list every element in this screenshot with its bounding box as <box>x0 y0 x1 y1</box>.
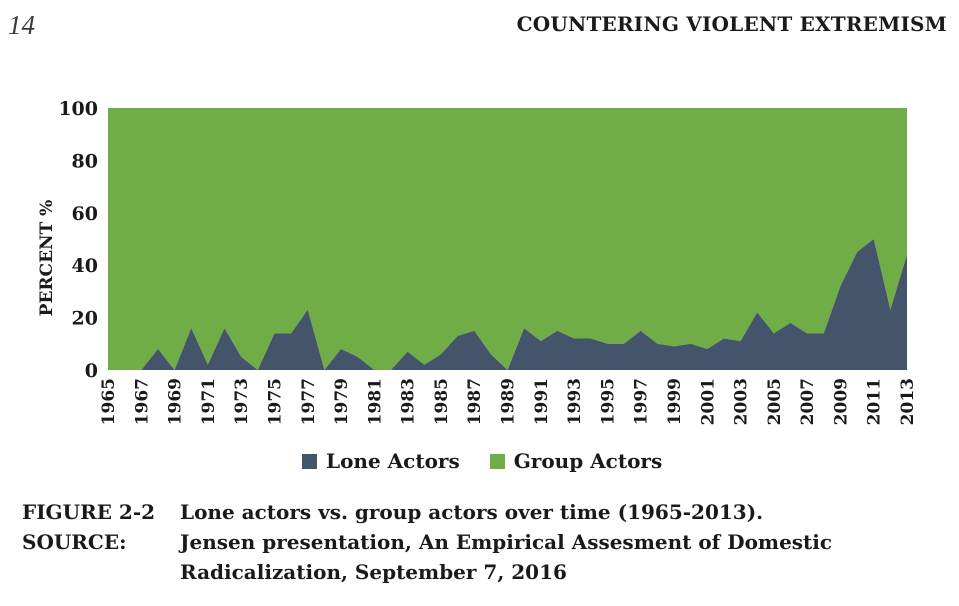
caption-figure-text: Lone actors vs. group actors over time (… <box>180 500 764 524</box>
figure-caption: FIGURE 2-2 Lone actors vs. group actors … <box>22 497 832 587</box>
x-tick-label: 1989 <box>499 378 519 425</box>
x-tick-label: 1997 <box>632 378 652 425</box>
x-tick-label: 2001 <box>698 378 718 425</box>
x-tick-label: 1979 <box>332 378 352 425</box>
area-lone-actors <box>108 239 907 370</box>
area-group-actors <box>108 108 907 370</box>
x-tick-label: 1971 <box>199 378 219 425</box>
x-tick-label: 1977 <box>299 378 319 425</box>
x-tick-label: 1969 <box>166 378 186 425</box>
y-tick-label: 20 <box>72 308 98 330</box>
x-tick-label: 2009 <box>831 378 851 425</box>
x-tick-label: 2007 <box>798 378 818 425</box>
x-tick-label: 1995 <box>598 378 618 425</box>
y-tick-label: 80 <box>72 150 98 172</box>
legend-swatch-lone-actors <box>302 453 317 469</box>
x-tick-label: 1975 <box>265 378 285 425</box>
x-tick-label: 1983 <box>399 378 419 425</box>
x-tick-label: 2005 <box>765 378 785 425</box>
x-tick-label: 1999 <box>665 378 685 425</box>
y-tick-label: 0 <box>85 360 98 382</box>
legend-swatch-group-actors <box>489 453 505 469</box>
x-tick-label: 2013 <box>898 378 918 425</box>
x-tick-label: 1981 <box>365 378 385 425</box>
page-number: 14 <box>8 10 35 40</box>
x-tick-label: 2011 <box>865 378 885 425</box>
legend-item-lone-actors: Lone Actors <box>302 449 460 473</box>
y-axis-label: PERCENT % <box>37 200 57 317</box>
y-tick-label: 100 <box>58 98 98 120</box>
x-tick-label: 1965 <box>99 378 119 425</box>
caption-figure-label: FIGURE 2-2 <box>22 500 156 524</box>
x-tick-label: 1993 <box>565 378 585 425</box>
legend-label-lone-actors: Lone Actors <box>326 449 460 473</box>
caption-source-text: Jensen presentation, An Empirical Assesm… <box>180 530 833 554</box>
y-tick-label: 40 <box>72 255 98 277</box>
x-tick-label: 1987 <box>465 378 485 425</box>
x-tick-label: 2003 <box>732 378 752 425</box>
x-tick-label: 1985 <box>432 378 452 425</box>
caption-source-label: SOURCE: <box>22 530 127 554</box>
caption-row-figure: FIGURE 2-2 Lone actors vs. group actors … <box>22 497 832 527</box>
x-tick-label: 1967 <box>132 378 152 425</box>
area-chart: 0 20 40 60 80 100 1965 1967 1969 1971 1973 1975 197… <box>37 98 918 425</box>
y-tick-label: 60 <box>72 203 98 225</box>
x-tick-label: 1991 <box>532 378 552 425</box>
caption-row-source: SOURCE: Jensen presentation, An Empirica… <box>22 527 832 557</box>
x-tick-label: 1973 <box>232 378 252 425</box>
legend-label-group-actors: Group Actors <box>513 449 663 473</box>
caption-source-text-continued: Radicalization, September 7, 2016 <box>180 560 567 584</box>
running-head: COUNTERING VIOLENT EXTREMISM <box>516 12 947 36</box>
chart-legend: Lone Actors Group Actors <box>302 449 692 473</box>
legend-item-group-actors: Group Actors <box>489 449 663 473</box>
